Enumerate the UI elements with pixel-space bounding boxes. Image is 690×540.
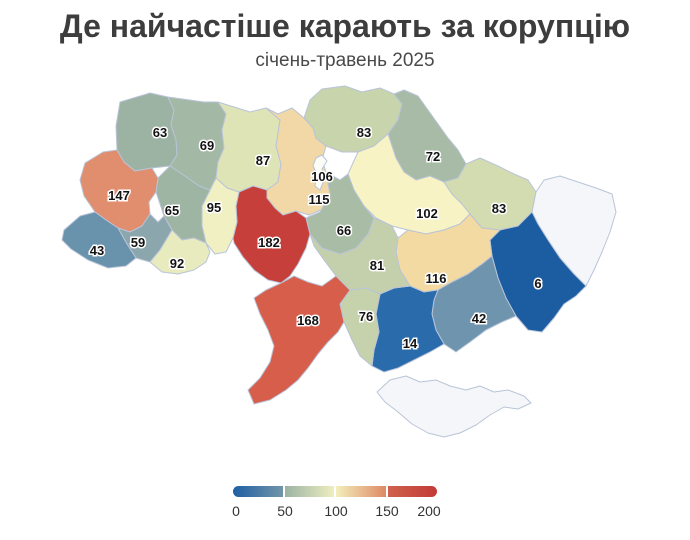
legend-tick: 200 — [417, 503, 441, 519]
region-value-zakarpattia: 43 — [90, 243, 104, 258]
legend-tick: 100 — [324, 503, 348, 519]
region-value-odesa: 168 — [297, 313, 319, 328]
region-value-poltava: 102 — [416, 206, 438, 221]
region-value-zaporizhzhia: 42 — [472, 311, 486, 326]
region-kyiv-city[interactable] — [312, 154, 328, 191]
region-value-dnipropetrovsk: 116 — [426, 271, 447, 286]
legend-gradient-bar — [233, 486, 437, 497]
region-value-mykolaiv: 76 — [359, 309, 373, 324]
region-value-kyiv-oblast: 115 — [309, 192, 330, 207]
legend-tick: 0 — [232, 503, 240, 519]
region-volyn[interactable] — [115, 92, 178, 172]
legend-segment-1 — [233, 486, 283, 497]
region-vinnytsia[interactable] — [232, 185, 311, 284]
legend-tick: 150 — [375, 503, 399, 519]
region-value-kherson: 14 — [403, 336, 418, 351]
region-chernivtsi[interactable] — [149, 229, 211, 275]
region-value-cherkasy: 66 — [337, 223, 351, 238]
region-value-rivne: 69 — [200, 138, 214, 153]
region-value-chernivtsi: 92 — [170, 256, 184, 271]
region-lviv[interactable] — [79, 149, 159, 233]
region-value-khmelnytskyi: 95 — [207, 200, 221, 215]
region-value-zhytomyr: 87 — [256, 153, 270, 168]
page-title: Де найчастіше карають за корупцію — [59, 8, 631, 44]
region-crimea[interactable] — [376, 375, 532, 438]
color-legend: 0 50 100 150 200 — [232, 486, 441, 521]
region-value-ternopil: 65 — [165, 203, 179, 218]
region-value-kharkiv: 83 — [492, 201, 506, 216]
region-value-kyiv-city: 106 — [311, 169, 333, 184]
region-value-lviv: 147 — [108, 188, 130, 203]
legend-segment-4 — [387, 486, 437, 497]
region-zakarpattia[interactable] — [61, 211, 137, 269]
region-value-kirovohrad: 81 — [370, 258, 384, 273]
region-value-ivano-frankivsk: 59 — [131, 235, 145, 250]
region-odesa[interactable] — [247, 275, 351, 405]
legend-segment-3 — [336, 486, 386, 497]
region-zhytomyr[interactable] — [215, 101, 282, 193]
region-value-chernihiv: 83 — [357, 125, 371, 140]
region-value-donetsk: 6 — [534, 276, 541, 291]
region-value-sumy: 72 — [426, 149, 440, 164]
region-value-volyn: 63 — [153, 125, 167, 140]
legend-tick: 50 — [277, 503, 293, 519]
region-cherkasy[interactable] — [305, 171, 375, 255]
page-subtitle: січень-травень 2025 — [255, 50, 435, 71]
legend-segment-2 — [284, 486, 334, 497]
legend-tick-labels: 0 50 100 150 200 — [232, 503, 441, 521]
region-value-vinnytsia: 182 — [258, 235, 280, 250]
region-kherson[interactable] — [371, 285, 445, 373]
